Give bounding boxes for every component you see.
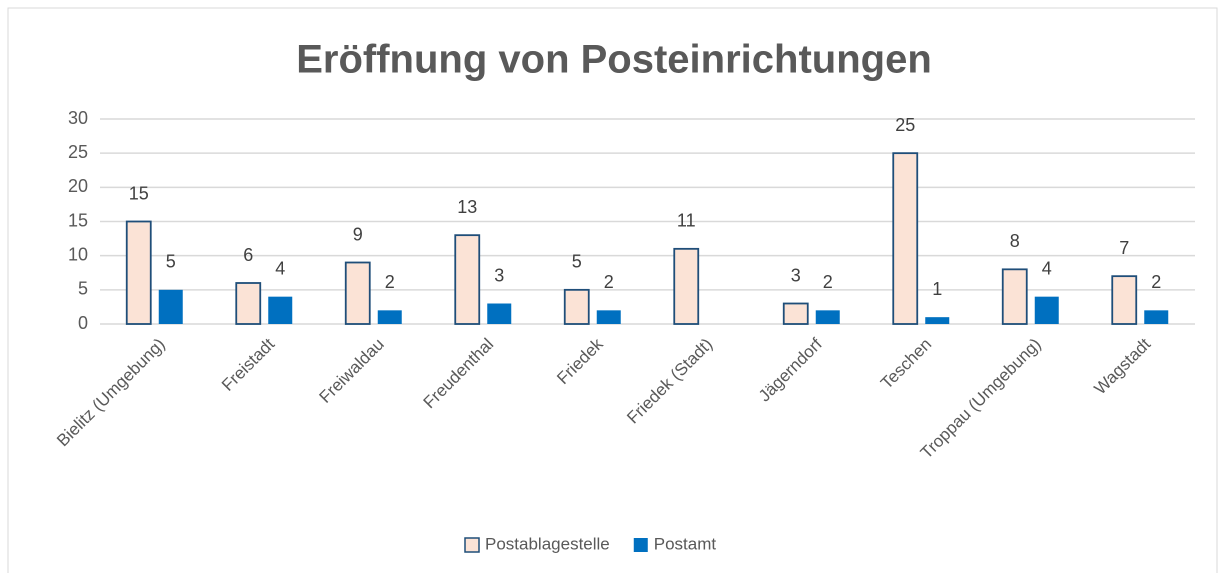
value-label: 2: [1151, 272, 1161, 292]
bar: [1144, 310, 1169, 324]
value-label: 25: [895, 115, 915, 135]
value-label: 6: [243, 245, 253, 265]
bar: [454, 234, 481, 325]
value-label: 15: [129, 183, 149, 203]
bar: [782, 302, 809, 325]
y-tick-label: 30: [68, 108, 88, 128]
bar: [1034, 296, 1059, 324]
y-tick-label: 0: [78, 313, 88, 333]
value-label: 13: [457, 197, 477, 217]
value-label: 2: [604, 272, 614, 292]
value-label: 1: [932, 279, 942, 299]
bar: [596, 310, 621, 324]
value-label: 5: [166, 252, 176, 272]
bar: [235, 282, 262, 325]
legend-label: Postamt: [654, 534, 717, 553]
value-label: 2: [823, 272, 833, 292]
value-label: 11: [677, 211, 696, 231]
bar: [673, 247, 700, 325]
value-label: 7: [1119, 238, 1129, 258]
bar: [487, 303, 512, 324]
value-label: 4: [1042, 258, 1052, 278]
chart-title: Eröffnung von Posteinrichtungen: [296, 38, 932, 82]
bar: [1111, 275, 1138, 325]
legend-label: Postablagestelle: [485, 534, 610, 553]
legend-swatch: [633, 538, 648, 552]
bar: [158, 289, 183, 324]
y-tick-label: 5: [78, 279, 88, 299]
bar: [344, 261, 371, 325]
bar: [125, 220, 152, 325]
bar: [268, 296, 293, 324]
value-label: 2: [385, 272, 395, 292]
y-tick-label: 25: [68, 142, 88, 162]
bar: [892, 152, 919, 325]
bar: [377, 310, 402, 324]
value-label: 3: [791, 265, 801, 285]
y-tick-label: 20: [68, 176, 88, 196]
y-tick-label: 10: [68, 244, 88, 264]
value-label: 8: [1010, 231, 1020, 251]
value-label: 4: [275, 258, 285, 278]
value-label: 9: [353, 224, 363, 244]
bar: [925, 317, 950, 324]
bar: [815, 310, 840, 324]
bar: [1001, 268, 1028, 325]
y-tick-label: 15: [68, 210, 88, 230]
bar: [563, 288, 590, 325]
legend-swatch: [464, 537, 480, 553]
value-label: 3: [494, 265, 504, 285]
value-label: 5: [572, 252, 582, 272]
